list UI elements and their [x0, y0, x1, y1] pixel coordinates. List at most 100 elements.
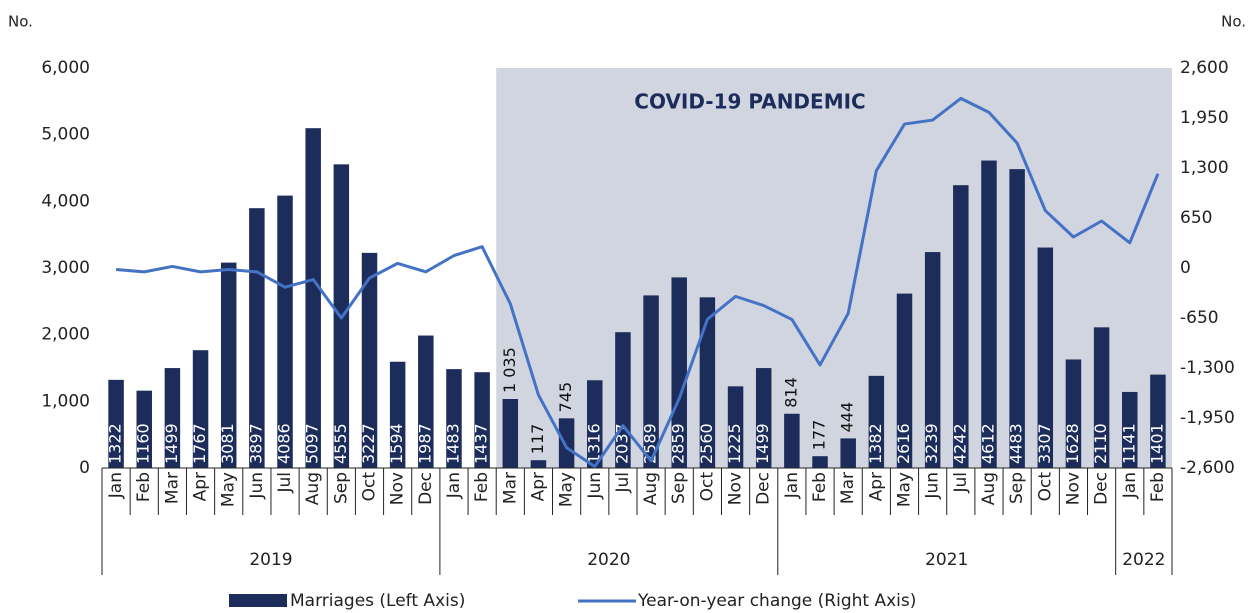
bar	[192, 350, 209, 468]
x-tick-label: Sep	[331, 472, 351, 504]
bar	[1037, 247, 1054, 468]
x-group-label: 2020	[587, 550, 630, 570]
y-tick-label: 2,000	[41, 325, 90, 345]
x-tick-label: Jan	[444, 472, 464, 499]
y2-tick-label: 0	[1180, 258, 1191, 278]
y-tick-label: 1,000	[41, 391, 90, 411]
x-tick-label: Apr	[528, 472, 548, 501]
bar	[671, 277, 687, 468]
bar	[389, 361, 406, 468]
x-tick-label: Jun	[585, 472, 605, 500]
data-label: 1767	[190, 423, 209, 464]
bar	[277, 195, 293, 468]
y2-tick-label: -650	[1180, 308, 1219, 328]
bar	[615, 332, 631, 468]
bar	[868, 375, 885, 468]
y2-tick-label: 1,950	[1180, 108, 1229, 128]
data-label: 5097	[303, 423, 322, 464]
x-tick-label: Jun	[923, 472, 943, 500]
data-label: 745	[556, 382, 575, 413]
data-label: 1401	[1147, 423, 1166, 464]
bar	[812, 456, 828, 468]
y2-tick-label: 650	[1180, 208, 1212, 228]
bar	[981, 160, 997, 469]
x-group-label: 2022	[1122, 550, 1165, 570]
x-tick-label: Feb	[134, 472, 154, 502]
x-tick-label: Nov	[388, 472, 408, 505]
y-tick-label: 4,000	[41, 191, 90, 211]
bar	[558, 418, 575, 468]
data-label: 1499	[753, 423, 772, 464]
data-label: 2110	[1091, 423, 1110, 464]
data-label: 1160	[134, 423, 153, 464]
bar	[1150, 374, 1166, 468]
bar	[699, 297, 716, 468]
bar	[502, 399, 519, 468]
bar	[220, 262, 237, 468]
bar	[587, 380, 603, 468]
x-tick-label: Nov	[726, 472, 746, 505]
y2-tick-label: -1,950	[1180, 408, 1235, 428]
bar	[755, 368, 772, 468]
y-axis-label: No.	[8, 13, 33, 31]
x-tick-label: Aug	[641, 472, 661, 505]
x-tick-label: Sep	[669, 472, 689, 504]
x-tick-label: Mar	[500, 472, 520, 504]
bar	[643, 295, 659, 468]
data-label: 1483	[443, 423, 462, 464]
bar	[1093, 327, 1110, 468]
x-tick-label: Mar	[838, 472, 858, 504]
x-tick-label: Dec	[754, 472, 774, 505]
data-label: 4086	[275, 423, 294, 464]
x-tick-label: Sep	[1007, 472, 1027, 504]
data-label: 117	[528, 424, 547, 455]
data-label: 814	[781, 377, 800, 408]
x-tick-label: Oct	[697, 472, 717, 502]
bar	[1122, 391, 1138, 468]
data-label: 3239	[922, 423, 941, 464]
bar	[446, 369, 462, 468]
x-tick-label: Mar	[162, 472, 182, 504]
bar	[164, 368, 181, 468]
data-label: 3307	[1035, 423, 1054, 464]
data-label: 1987	[415, 423, 434, 464]
x-tick-label: Feb	[472, 472, 492, 502]
bar	[727, 386, 744, 468]
x-tick-label: Jul	[613, 472, 633, 494]
x-tick-label: Dec	[1092, 472, 1112, 505]
bar	[953, 185, 969, 468]
y-tick-label: 5,000	[41, 125, 90, 145]
x-tick-label: Jan	[106, 472, 126, 499]
bar	[530, 460, 547, 468]
x-tick-label: Dec	[416, 472, 436, 505]
legend-swatch	[229, 594, 287, 607]
data-label: 1499	[162, 423, 181, 464]
data-label: 4242	[950, 423, 969, 464]
y2-axis-label: No.	[1221, 13, 1246, 31]
x-tick-label: Feb	[1148, 472, 1168, 502]
data-label: 1382	[866, 423, 885, 464]
data-label: 4612	[978, 423, 997, 464]
x-group-label: 2021	[925, 550, 968, 570]
bar	[1009, 169, 1025, 468]
data-label: 1437	[472, 423, 491, 464]
data-label: 444	[838, 402, 857, 433]
data-label: 3227	[359, 423, 378, 464]
bar	[474, 372, 490, 468]
x-tick-label: Jan	[1120, 472, 1140, 499]
y2-tick-label: 1,300	[1180, 158, 1229, 178]
annotation: COVID-19 PANDEMIC	[634, 90, 865, 114]
x-tick-label: Aug	[303, 472, 323, 505]
x-tick-label: Oct	[1035, 472, 1055, 502]
x-tick-label: Feb	[810, 472, 830, 502]
x-tick-label: Apr	[191, 472, 211, 501]
y2-tick-label: -1,300	[1180, 358, 1235, 378]
bar	[784, 413, 800, 468]
bar	[305, 128, 321, 468]
pandemic-shade	[496, 68, 1172, 468]
line	[115, 96, 1160, 469]
x-tick-label: Jan	[782, 472, 802, 499]
data-label: 1322	[106, 423, 125, 464]
data-label: 4483	[1007, 423, 1026, 464]
